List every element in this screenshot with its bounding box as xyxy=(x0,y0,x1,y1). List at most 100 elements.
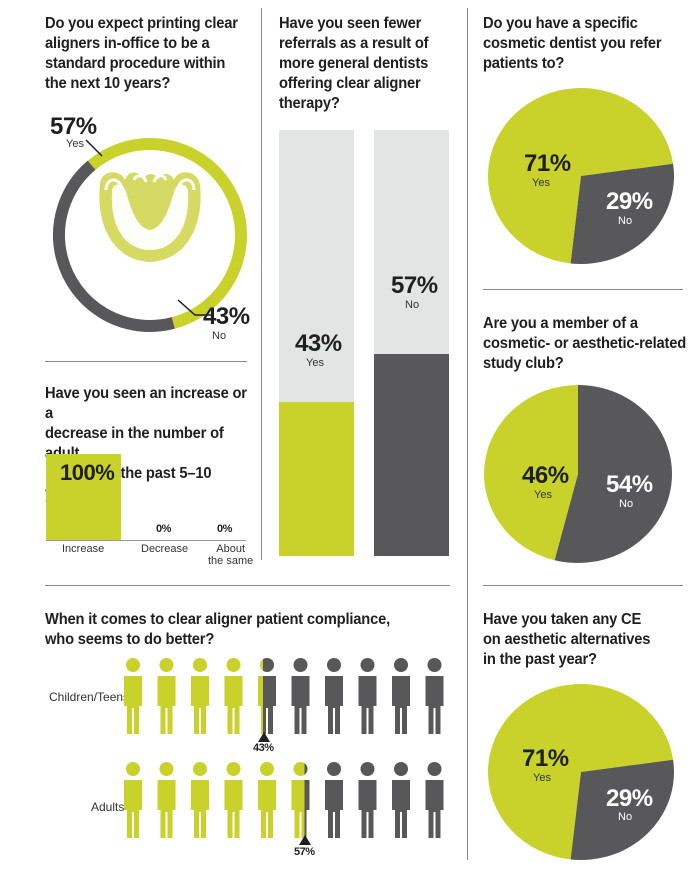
q2-bar-value-decrease: 0% xyxy=(156,523,171,535)
q4-pie-chart xyxy=(487,88,674,264)
q1-yes-leader-line xyxy=(85,139,103,157)
q6-question: When it comes to clear aligner patient c… xyxy=(45,610,450,650)
q1-yes-percent: 57% xyxy=(50,113,97,140)
horizontal-divider-right-1 xyxy=(483,289,683,290)
q1-question-line: Do you expect printing clear xyxy=(45,15,238,32)
q7-yes-label: Yes xyxy=(533,772,551,784)
q5-pie-yes-slice xyxy=(483,385,578,561)
q1-no-label: No xyxy=(212,330,227,342)
q3-no-label: No xyxy=(405,299,420,311)
q3-question-line: referrals as a result of xyxy=(279,35,429,52)
q1-question-line: aligners in-office to be a xyxy=(45,35,210,52)
q1-donut-chart xyxy=(52,138,247,332)
person-icon xyxy=(258,762,276,838)
person-icon xyxy=(191,658,209,734)
q6-row-label-children: Children/Teens xyxy=(49,690,130,704)
person-icon xyxy=(224,658,243,734)
q5-no-percent: 54% xyxy=(606,471,653,498)
q7-question-line: on aesthetic alternatives xyxy=(483,631,651,648)
clear-aligner-icon xyxy=(99,172,201,262)
q6-adults-pictogram xyxy=(124,762,444,838)
q5-question-line: cosmetic- or aesthetic-related xyxy=(483,335,687,352)
q6-children-pictogram xyxy=(124,658,444,734)
q2-question-line: Have you seen an increase or a xyxy=(45,385,247,422)
q4-no-percent: 29% xyxy=(606,188,653,215)
q4-yes-label: Yes xyxy=(532,177,550,189)
q3-question-line: therapy? xyxy=(279,95,340,112)
q2-bar-value-increase: 100% xyxy=(60,460,115,485)
q2-baseline xyxy=(46,540,246,541)
q6-adults-marker-value: 57% xyxy=(294,846,315,858)
q6-adults-marker-arrow xyxy=(299,835,311,845)
q7-question-line: Have you taken any CE xyxy=(483,611,642,628)
q6-children-marker-value: 43% xyxy=(253,742,274,754)
q3-question: Have you seen fewer referrals as a resul… xyxy=(279,14,463,114)
person-icon xyxy=(224,762,243,838)
person-icon xyxy=(291,658,310,734)
q2-label-decrease: Decrease xyxy=(141,543,189,555)
q6-children-marker-arrow xyxy=(258,732,270,742)
q2-bar-increase xyxy=(46,454,121,540)
q5-question: Are you a member of a cosmetic- or aesth… xyxy=(483,314,695,374)
q3-no-percent: 57% xyxy=(391,272,438,299)
q7-pie-no-slice xyxy=(570,759,674,860)
q3-yes-label: Yes xyxy=(306,357,324,369)
person-icon xyxy=(358,762,377,838)
q6-row-label-adults: Adults xyxy=(91,800,125,814)
q2-label-same-line: the same xyxy=(208,555,254,567)
q7-question: Have you taken any CE on aesthetic alter… xyxy=(483,610,685,670)
q6-question-line: When it comes to clear aligner patient c… xyxy=(45,611,390,628)
person-icon xyxy=(392,762,410,838)
q4-question-line: Do you have a specific xyxy=(483,15,638,32)
q1-question: Do you expect printing clear aligners in… xyxy=(45,14,252,94)
q7-no-label: No xyxy=(618,811,633,823)
q1-yes-label: Yes xyxy=(66,138,84,150)
q3-question-line: Have you seen fewer xyxy=(279,15,422,32)
q5-question-line: study club? xyxy=(483,355,564,372)
q1-question-line: standard procedure within xyxy=(45,55,226,72)
q4-pie-no-slice xyxy=(570,163,674,264)
q1-question-line: the next 10 years? xyxy=(45,75,171,92)
q7-pie-yes-slice xyxy=(487,684,674,860)
q5-no-label: No xyxy=(619,498,634,510)
q1-no-percent: 43% xyxy=(203,303,250,330)
horizontal-divider-middle xyxy=(45,585,450,586)
vertical-divider-left xyxy=(261,8,262,560)
person-icon xyxy=(157,658,176,734)
person-icon xyxy=(325,658,343,734)
person-icon xyxy=(157,762,176,838)
person-icon xyxy=(425,762,444,838)
q2-bar-value-same: 0% xyxy=(217,523,232,535)
vertical-divider-right xyxy=(467,8,468,860)
q4-question-line: patients to? xyxy=(483,55,565,72)
person-icon xyxy=(124,762,142,838)
q7-question-line: in the past year? xyxy=(483,651,597,668)
q3-yes-percent: 43% xyxy=(295,330,342,357)
horizontal-divider-q1 xyxy=(45,361,247,362)
q5-yes-label: Yes xyxy=(534,489,552,501)
horizontal-divider-right-2 xyxy=(483,585,683,586)
person-icon xyxy=(325,762,343,838)
q4-pie-yes-slice xyxy=(487,88,674,264)
person-icon xyxy=(425,658,444,734)
q4-yes-percent: 71% xyxy=(524,150,571,177)
q7-yes-percent: 71% xyxy=(522,745,569,772)
q6-question-line: who seems to do better? xyxy=(45,631,215,648)
q5-question-line: Are you a member of a xyxy=(483,315,638,332)
q3-bar-no xyxy=(374,354,449,556)
q3-bar-yes xyxy=(279,402,354,556)
person-icon xyxy=(124,658,142,734)
person-icon xyxy=(191,762,209,838)
q2-label-increase: Increase xyxy=(62,543,105,555)
q7-no-percent: 29% xyxy=(606,785,653,812)
q3-question-line: more general dentists xyxy=(279,55,429,72)
q3-question-line: offering clear aligner xyxy=(279,75,421,92)
q2-label-same-line: About xyxy=(216,543,245,555)
q4-question-line: cosmetic dentist you refer xyxy=(483,35,662,52)
q4-no-label: No xyxy=(618,215,633,227)
q4-question: Do you have a specific cosmetic dentist … xyxy=(483,14,685,74)
q5-yes-percent: 46% xyxy=(522,462,569,489)
q2-label-same: About the same xyxy=(208,543,253,567)
person-icon xyxy=(291,762,310,838)
q5-pie-chart xyxy=(483,385,672,563)
